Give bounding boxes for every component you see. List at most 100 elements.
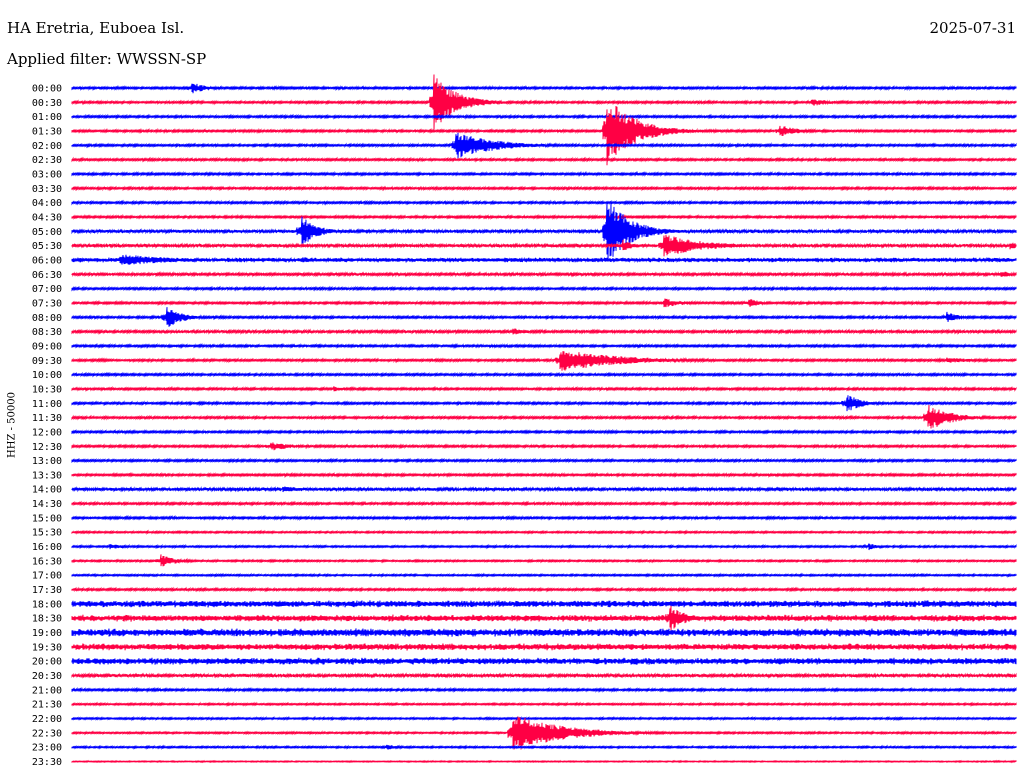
row-time-label: 14:30: [32, 499, 62, 510]
trace-row-13: [71, 271, 1017, 278]
row-time-label: 23:00: [32, 743, 62, 754]
row-time-label: 00:00: [32, 84, 62, 95]
trace-row-32: [71, 543, 1017, 551]
row-time-label: 18:30: [32, 614, 62, 625]
trace-row-29: [71, 500, 1017, 507]
row-time-label: 15:00: [32, 513, 62, 524]
trace-row-43: [71, 701, 1017, 707]
trace-row-45: [71, 716, 1017, 750]
row-time-label: 01:30: [32, 126, 62, 137]
row-time-label: 14:00: [32, 485, 62, 496]
row-time-label: 19:00: [32, 628, 62, 639]
date-label: 2025-07-31: [929, 19, 1016, 37]
row-time-label: 06:00: [32, 255, 62, 266]
trace-row-22: [71, 395, 1017, 412]
trace-row-26: [71, 457, 1017, 464]
row-time-label: 16:00: [32, 542, 62, 553]
row-time-label: 12:00: [32, 427, 62, 438]
row-time-label: 04:00: [32, 198, 62, 209]
trace-row-31: [71, 529, 1017, 536]
row-time-label: 15:30: [32, 528, 62, 539]
trace-row-37: [71, 605, 1017, 631]
row-time-label: 03:30: [32, 184, 62, 195]
row-time-label: 05:30: [32, 241, 62, 252]
trace-row-15: [71, 298, 1017, 308]
row-time-label: 23:30: [32, 757, 62, 768]
trace-row-42: [71, 686, 1017, 693]
trace-row-1: [71, 74, 1017, 130]
row-time-label: 18:00: [32, 599, 62, 610]
row-time-label: 10:00: [32, 370, 62, 381]
row-time-label: 02:00: [32, 141, 62, 152]
row-time-label: 21:30: [32, 700, 62, 711]
row-time-label: 06:30: [32, 270, 62, 281]
trace-row-27: [71, 471, 1017, 479]
row-time-label: 07:30: [32, 298, 62, 309]
trace-row-39: [71, 643, 1017, 651]
trace-row-44: [71, 715, 1017, 722]
trace-row-40: [71, 657, 1017, 665]
trace-row-33: [71, 554, 1017, 567]
trace-row-9: [71, 213, 1017, 221]
row-time-label: 09:00: [32, 341, 62, 352]
trace-row-11: [71, 234, 1017, 257]
trace-row-7: [71, 185, 1017, 192]
station-title: HA Eretria, Euboea Isl.: [7, 19, 185, 37]
row-time-label: 11:30: [32, 413, 62, 424]
row-time-label: 09:30: [32, 356, 62, 367]
row-time-label: 12:30: [32, 442, 62, 453]
row-time-label: 13:30: [32, 470, 62, 481]
trace-row-5: [71, 156, 1017, 163]
trace-row-30: [71, 514, 1017, 522]
trace-row-4: [71, 132, 1017, 159]
row-time-label: 20:00: [32, 657, 62, 668]
trace-row-6: [71, 170, 1017, 178]
row-time-label: 03:00: [32, 169, 62, 180]
trace-row-21: [71, 385, 1017, 393]
trace-row-23: [71, 404, 1017, 429]
trace-row-10: [71, 201, 1017, 261]
row-time-label: 17:00: [32, 571, 62, 582]
trace-row-36: [71, 600, 1017, 608]
trace-row-0: [71, 83, 1017, 94]
trace-row-19: [71, 351, 1017, 371]
trace-row-2: [71, 113, 1017, 120]
row-time-label: 22:00: [32, 714, 62, 725]
trace-row-3: [71, 105, 1017, 166]
trace-row-35: [71, 586, 1017, 593]
row-time-label: 21:00: [32, 685, 62, 696]
filter-label: Applied filter: WWSSN-SP: [7, 50, 207, 68]
trace-row-47: [71, 759, 1017, 764]
row-time-label: 00:30: [32, 98, 62, 109]
trace-row-46: [71, 744, 1017, 751]
row-time-label: 19:30: [32, 642, 62, 653]
row-time-label: 04:30: [32, 212, 62, 223]
row-time-label: 22:30: [32, 728, 62, 739]
row-time-label: 11:00: [32, 399, 62, 410]
row-time-label: 08:30: [32, 327, 62, 338]
trace-row-8: [71, 199, 1017, 206]
trace-row-25: [71, 442, 1017, 451]
trace-row-12: [71, 254, 1017, 265]
row-time-label: 16:30: [32, 556, 62, 567]
row-time-label: 01:00: [32, 112, 62, 123]
row-time-label: 13:00: [32, 456, 62, 467]
row-time-label: 10:30: [32, 384, 62, 395]
trace-row-16: [71, 307, 1017, 327]
trace-row-28: [71, 485, 1017, 493]
trace-row-20: [71, 371, 1017, 378]
trace-row-34: [71, 572, 1017, 579]
trace-row-18: [71, 342, 1017, 349]
row-time-label: 17:30: [32, 585, 62, 596]
row-time-label: 08:00: [32, 313, 62, 324]
trace-row-17: [71, 328, 1017, 335]
trace-row-41: [71, 672, 1017, 679]
row-time-label: 20:30: [32, 671, 62, 682]
trace-row-14: [71, 285, 1017, 292]
trace-row-38: [71, 628, 1017, 637]
trace-row-24: [71, 428, 1017, 435]
row-time-label: 02:30: [32, 155, 62, 166]
row-time-label: 05:00: [32, 227, 62, 238]
row-time-label: 07:00: [32, 284, 62, 295]
